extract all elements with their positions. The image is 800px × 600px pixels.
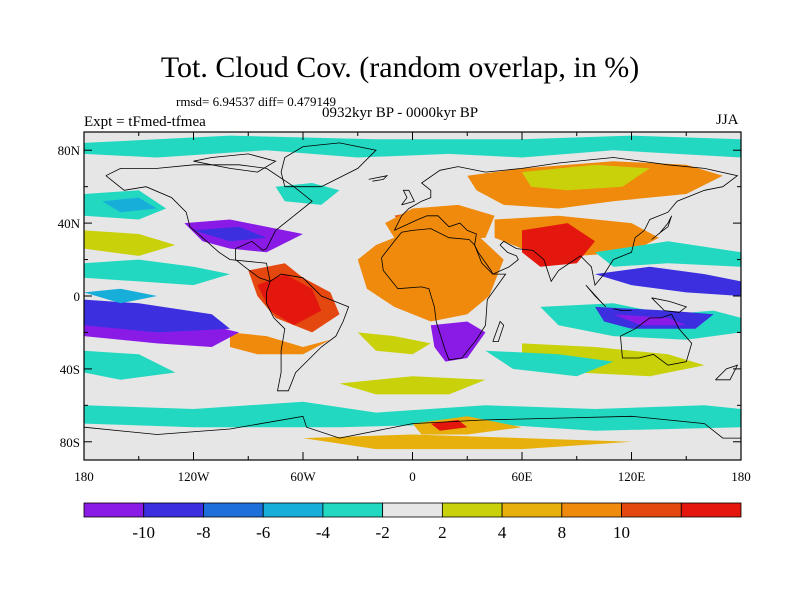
- colorbar-label: -8: [196, 523, 210, 542]
- colorbar-box: [680, 502, 742, 518]
- anomaly-patch: [230, 332, 331, 355]
- experiment-label: Expt = tFmed-tfmea: [84, 114, 206, 130]
- anomaly-patch: [595, 266, 741, 296]
- anomaly-patch: [430, 321, 486, 362]
- anomaly-patch: [84, 259, 230, 286]
- colorbar-box: [203, 502, 264, 518]
- colorbar-box: [382, 502, 443, 518]
- anomaly-patch: [485, 350, 614, 377]
- anomaly-patch: [522, 223, 595, 267]
- anomaly-patch: [357, 230, 504, 322]
- coastline: [280, 142, 377, 188]
- coastline: [368, 175, 389, 182]
- colorbar-box: [441, 502, 503, 518]
- coastline: [715, 364, 739, 381]
- coastline: [613, 308, 632, 311]
- anomaly-patch: [84, 230, 176, 256]
- coastline: [492, 320, 505, 342]
- lon-tick-label: 0: [409, 469, 416, 484]
- coastline: [84, 415, 741, 439]
- anomaly-field: [84, 132, 741, 460]
- anomaly-patch: [357, 332, 431, 355]
- colorbar-box: [561, 502, 622, 518]
- anomaly-patch: [84, 299, 230, 333]
- season-label: JJA: [716, 112, 739, 128]
- anomaly-patch: [430, 419, 468, 431]
- rmsd-diff-stats: rmsd= 6.94537 diff= 0.479149: [176, 94, 336, 109]
- anomaly-patch: [102, 197, 157, 213]
- lon-tick-label: 120W: [178, 469, 211, 484]
- coastline: [381, 228, 507, 361]
- anomaly-patch: [84, 350, 176, 380]
- colorbar-box: [621, 502, 682, 518]
- colorbar-label: 2: [438, 523, 447, 542]
- coastline: [651, 215, 672, 240]
- anomaly-patch: [84, 288, 157, 304]
- lat-tick-label: 80S: [60, 435, 80, 450]
- colorbar-label: -4: [316, 523, 331, 542]
- coastline: [401, 189, 415, 206]
- chart-title: Tot. Cloud Cov. (random overlap, in %): [160, 51, 640, 84]
- anomaly-patch: [522, 164, 650, 191]
- lon-tick-label: 60W: [290, 469, 316, 484]
- colorbar-box: [322, 502, 384, 518]
- anomaly-patch: [84, 135, 741, 158]
- lat-tick-label: 40S: [60, 362, 80, 377]
- anomaly-patch: [303, 434, 632, 450]
- lon-tick-label: 60E: [512, 469, 533, 484]
- colorbar-label: 4: [498, 523, 507, 542]
- lat-tick-label: 80N: [58, 143, 81, 158]
- anomaly-patch: [613, 314, 687, 326]
- colorbar: -10 -8 -6 -4 -2 2 4 8 10: [83, 502, 742, 542]
- coastline: [193, 153, 277, 173]
- coastline: [585, 284, 607, 308]
- coastline: [266, 273, 350, 392]
- lat-tick-label: 0: [74, 289, 81, 304]
- anomaly-patch: [257, 274, 322, 326]
- anomaly-patch: [339, 376, 486, 395]
- lon-tick-label: 180: [731, 469, 751, 484]
- lat-tick-label: 40N: [58, 216, 81, 231]
- lon-tick-label: 180: [74, 469, 94, 484]
- colorbar-label: -6: [256, 523, 270, 542]
- coastlines: [84, 142, 741, 439]
- coastline: [651, 297, 688, 313]
- colorbar-box: [83, 502, 145, 518]
- coastline: [105, 164, 313, 282]
- anomaly-patch: [595, 241, 741, 267]
- colorbar-label: -10: [132, 523, 155, 542]
- anomaly-patch: [193, 226, 267, 242]
- colorbar-box: [262, 502, 324, 518]
- lon-tick-label: 120E: [618, 469, 646, 484]
- anomaly-patch: [84, 401, 741, 431]
- coastline: [620, 313, 693, 366]
- colorbar-box: [501, 502, 563, 518]
- colorbar-label: -2: [376, 523, 390, 542]
- colorbar-label: 8: [558, 523, 567, 542]
- colorbar-box: [143, 502, 204, 518]
- anomaly-patch: [275, 183, 340, 205]
- period-label: 0932kyr BP - 0000kyr BP: [322, 105, 479, 121]
- colorbar-label: 10: [613, 523, 630, 542]
- map-axes: 80N 40N 0 40S 80S 180 120W 60W 0 60E 120E 180: [58, 132, 751, 484]
